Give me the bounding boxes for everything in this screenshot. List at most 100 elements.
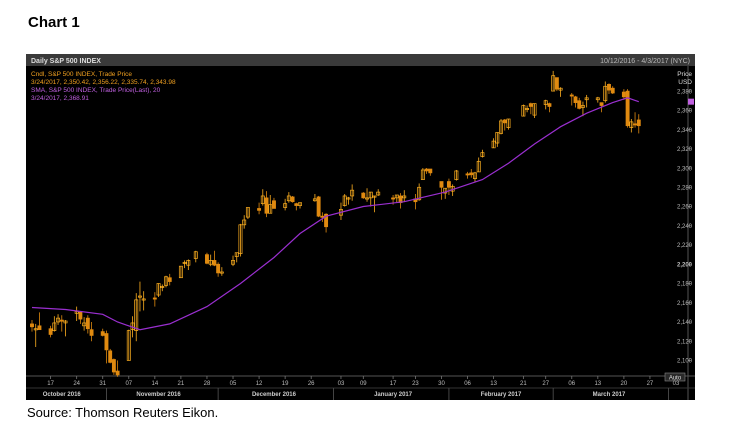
y-tick-label: 2,180 [677,282,693,288]
x-tick-label: 06 [568,381,575,387]
x-tick-label: 24 [73,381,80,387]
candle-body [506,118,511,128]
x-tick-label: 30 [438,381,445,387]
candle-body [621,91,626,98]
candle-body [212,260,217,266]
y-tick-label: 2,140 [677,320,693,326]
month-label: March 2017 [593,392,626,398]
candle-body [126,330,131,361]
candle-body [138,295,142,298]
candle-body [551,75,556,92]
candle-body [394,194,399,199]
candle-body [272,200,276,209]
candle-body [286,195,291,202]
candle-body [108,350,113,363]
candle-body [85,317,90,330]
chart-source-note: Source: Thomson Reuters Eikon. [27,405,219,420]
candle-body [528,103,533,107]
candle-body [420,169,425,180]
candle-body [182,261,187,264]
x-tick-label: 12 [256,381,263,387]
candle-body [312,198,317,202]
legend-line-1: Cndl, S&P 500 INDEX, Trade Price [31,71,132,78]
candle-body [231,260,235,265]
candle-body [111,359,116,373]
candle-body [521,105,526,117]
candlestick-chart: Daily S&P 500 INDEX 10/12/2016 - 4/3/201… [26,54,695,400]
candle-body [558,87,563,91]
candle-body [428,168,433,174]
candle-body [525,108,530,110]
candle-body [320,215,325,218]
candle-body [193,251,198,259]
chart-date-range: 10/12/2016 - 4/3/2017 (NYC) [600,58,690,65]
candle-body [633,123,638,126]
candle-body [480,152,485,157]
candle-body [141,298,146,301]
x-tick-label: 21 [520,381,527,387]
x-tick-label: 13 [490,381,497,387]
legend-line-3: SMA, S&P 500 INDEX, Trade Price(Last), 2… [31,87,161,94]
auto-scale-label: Auto [669,376,682,382]
candle-body [573,96,578,103]
candle-body [569,94,574,97]
candle-body [208,260,213,265]
y-tick-label: 2,100 [677,359,693,365]
candle-body [283,203,288,208]
candle-body [610,87,615,94]
candle-body [48,328,53,335]
candle-body [56,317,61,323]
y-axis-label: Price [677,71,692,78]
candle-body [152,297,157,300]
candle-body [361,192,366,199]
x-tick-label: 03 [673,381,680,387]
candle-body [368,191,373,199]
candle-body [290,196,295,203]
chart-title: Daily S&P 500 INDEX [31,58,101,65]
candle-body [342,195,347,206]
candle-body [164,276,168,286]
x-tick-label: 17 [47,381,54,387]
x-tick-label: 19 [282,381,289,387]
month-label: December 2016 [252,392,297,398]
candle-body [577,100,582,109]
candle-body [238,224,243,255]
candle-body [245,207,250,218]
auto-scale-button[interactable] [664,372,686,382]
candle-body [186,260,191,266]
legend-line-2: 3/24/2017, 2,350.42, 2,356.22, 2,335.74,… [31,79,176,86]
candle-body [134,299,139,331]
candle-body [260,195,265,204]
candle-body [350,189,355,197]
y-tick-label: 2,160 [677,301,693,307]
candle-body [495,132,500,144]
y-tick-label: 2,280 [677,185,693,191]
candle-body [499,120,503,134]
x-tick-label: 23 [412,381,419,387]
candle-body [234,252,239,257]
candle-body [365,197,369,200]
candle-body [100,331,105,336]
chart-caption-title: Chart 1 [28,14,80,31]
candle-body [417,186,422,201]
sma-20-line [31,97,639,331]
candle-body [446,181,451,188]
candle-body [156,283,161,296]
x-tick-label: 21 [178,381,185,387]
candle-body [205,254,209,264]
candle-body [82,322,87,327]
month-label: January 2017 [374,392,413,398]
candle-body [52,322,57,331]
candle-body [219,271,224,274]
candle-body [104,333,109,351]
candle-body [268,204,273,214]
x-tick-label: 03 [338,381,345,387]
candle-body [376,191,381,196]
y-tick-label: 2,320 [677,147,693,153]
candle-body [59,319,64,322]
month-label: November 2016 [136,392,181,398]
x-tick-label: 31 [99,381,106,387]
candle-body [502,119,507,124]
candle-body [473,172,477,179]
candle-body [160,286,165,288]
